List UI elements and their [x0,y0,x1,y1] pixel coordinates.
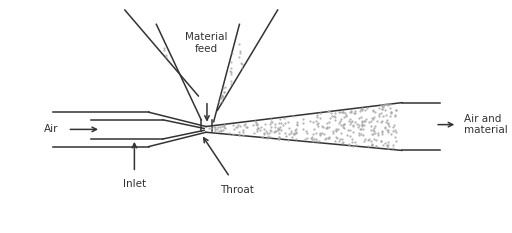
Text: Throat: Throat [220,185,253,195]
Text: Inlet: Inlet [123,179,146,189]
Text: Air and
material: Air and material [464,114,507,135]
Text: Air: Air [44,124,58,134]
Text: Material
feed: Material feed [185,32,227,54]
